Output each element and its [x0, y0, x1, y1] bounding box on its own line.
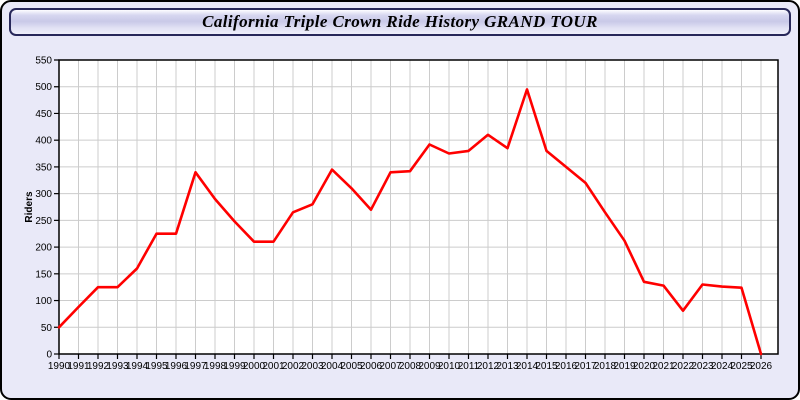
y-tick-label: 100: [35, 296, 52, 307]
x-tick-label: 2019: [613, 361, 636, 372]
x-tick-label: 2017: [574, 361, 597, 372]
x-tick-label: 2007: [379, 361, 402, 372]
x-tick-label: 1992: [87, 361, 110, 372]
y-tick-label: 500: [35, 82, 52, 93]
x-tick-label: 1999: [223, 361, 246, 372]
y-tick-label: 350: [35, 162, 52, 173]
x-tick-label: 2001: [262, 361, 285, 372]
x-tick-label: 2025: [730, 361, 753, 372]
x-tick-label: 2011: [458, 361, 480, 372]
x-tick-label: 1997: [184, 361, 207, 372]
x-tick-label: 2010: [438, 361, 461, 372]
chart-title: California Triple Crown Ride History GRA…: [202, 12, 598, 31]
y-tick-label: 150: [35, 269, 52, 280]
x-axis: 1990199119921993199419951996199719981999…: [48, 354, 773, 372]
x-tick-label: 1995: [145, 361, 168, 372]
title-bar: California Triple Crown Ride History GRA…: [9, 8, 791, 36]
x-tick-label: 1996: [165, 361, 188, 372]
x-tick-label: 2006: [360, 361, 383, 372]
y-axis-title: Riders: [24, 191, 35, 223]
x-tick-label: 2021: [652, 361, 675, 372]
x-tick-label: 2014: [516, 361, 539, 372]
x-tick-label: 2024: [711, 361, 734, 372]
x-tick-label: 2026: [750, 361, 773, 372]
plot-border: [58, 59, 779, 355]
x-tick-label: 1993: [106, 361, 129, 372]
x-tick-label: 1990: [48, 361, 71, 372]
y-tick-label: 250: [35, 216, 52, 227]
x-tick-label: 1994: [126, 361, 149, 372]
x-tick-label: 2012: [477, 361, 500, 372]
x-tick-label: 2013: [496, 361, 519, 372]
y-axis: 0 50 100 150 200 250 300 350 400 450 500 550 Riders: [24, 56, 59, 361]
x-tick-label: 2000: [243, 361, 266, 372]
x-tick-label: 2020: [633, 361, 656, 372]
y-tick-label: 50: [41, 323, 53, 334]
y-tick-label: 200: [35, 243, 52, 254]
gridlines: [58, 59, 778, 355]
x-tick-label: 2005: [340, 361, 363, 372]
x-tick-label: 1991: [67, 361, 90, 372]
x-tick-label: 2015: [535, 361, 558, 372]
x-tick-label: 2023: [691, 361, 714, 372]
y-tick-label: 300: [35, 189, 52, 200]
x-tick-label: 2009: [418, 361, 441, 372]
y-tick-label: 0: [46, 350, 52, 361]
plot-border-rect: [58, 59, 779, 355]
x-tick-label: 2004: [321, 361, 344, 372]
y-tick-label: 400: [35, 136, 52, 147]
x-tick-label: 2002: [282, 361, 305, 372]
y-tick-label: 450: [35, 109, 52, 120]
data-series: [57, 88, 763, 356]
x-tick-label: 2022: [672, 361, 695, 372]
x-tick-label: 2003: [301, 361, 324, 372]
x-tick-label: 2016: [555, 361, 578, 372]
x-tick-label: 1998: [204, 361, 227, 372]
x-tick-label: 2008: [399, 361, 422, 372]
riders-line: [57, 88, 763, 356]
plot-area: [59, 60, 778, 354]
y-tick-label: 550: [35, 56, 52, 67]
x-tick-label: 2018: [594, 361, 617, 372]
